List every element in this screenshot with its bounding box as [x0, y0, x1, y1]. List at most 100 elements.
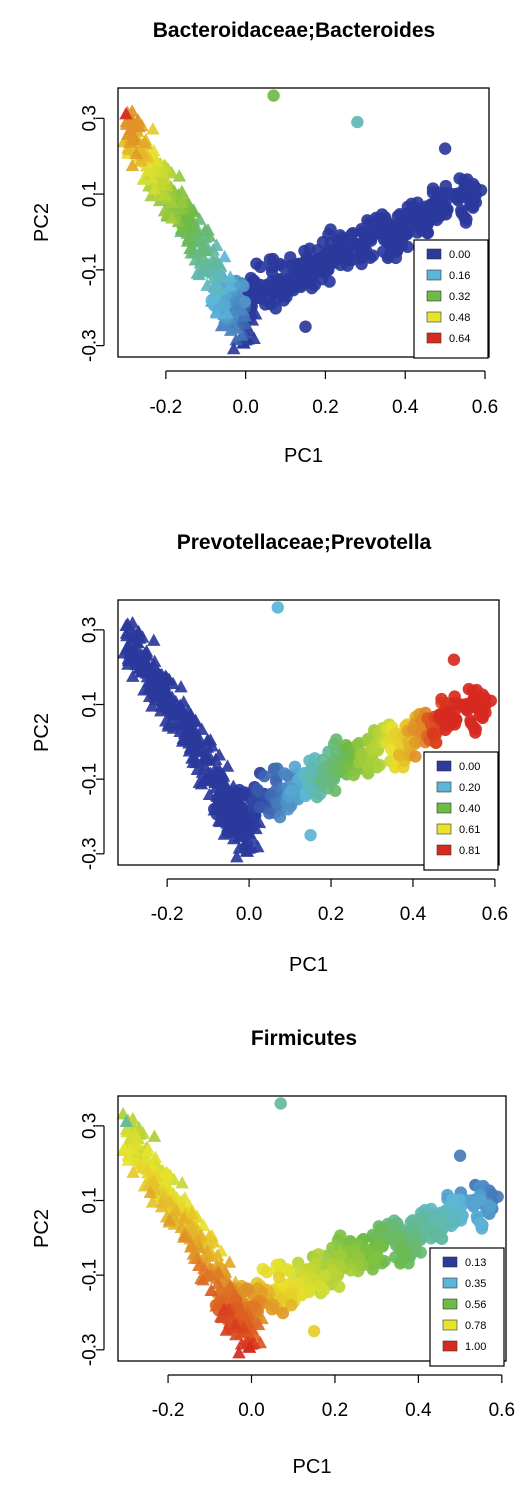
sample-point [198, 772, 213, 785]
sample-point [222, 1255, 237, 1268]
sample-point [147, 659, 161, 672]
legend-label: 0.35 [465, 1278, 486, 1290]
sample-point [238, 839, 253, 853]
sample-point [273, 810, 287, 824]
sample-point [147, 671, 161, 685]
sample-point [318, 1269, 331, 1282]
sample-point [229, 1327, 243, 1341]
sample-point [458, 210, 471, 224]
sample-point [211, 800, 224, 813]
sample-point [133, 660, 147, 674]
sample-point [174, 706, 188, 719]
sample-point [244, 271, 258, 285]
sample-point [323, 275, 336, 288]
sample-point [171, 214, 186, 228]
sample-point [239, 825, 254, 838]
sample-point [204, 1283, 218, 1296]
sample-point [119, 117, 134, 130]
sample-point [381, 251, 395, 265]
sample-point [237, 279, 250, 293]
y-tick-label: 0.1 [80, 691, 101, 717]
sample-point [298, 244, 311, 258]
highlight-point [299, 320, 312, 333]
sample-point [265, 1302, 279, 1316]
panel-prevotella: Prevotellaceae;Prevotella -0.2 0.0 0.2 0.4 0.… [0, 496, 522, 991]
sample-point [120, 628, 134, 642]
x-axis-label: PC1 [284, 445, 323, 467]
sample-point [276, 1306, 290, 1320]
sample-point [217, 249, 232, 263]
sample-point [213, 282, 227, 295]
sample-point [146, 143, 161, 156]
sample-point [408, 1236, 422, 1249]
sample-point [319, 247, 333, 260]
legend-label: 0.16 [449, 270, 470, 282]
sample-point [223, 278, 238, 291]
sample-point [145, 699, 159, 712]
y-tick-label: -0.3 [80, 837, 101, 870]
sample-point [227, 821, 240, 834]
legend-swatch [436, 760, 452, 772]
sample-point [209, 780, 223, 794]
legend-label: 0.81 [459, 845, 480, 857]
legend-swatch [442, 1256, 458, 1268]
sample-point [175, 195, 189, 208]
legend-swatch [442, 1340, 458, 1352]
x-tick-label: 0.2 [312, 397, 338, 418]
sample-point [385, 239, 398, 252]
sample-point [329, 784, 342, 797]
sample-point [141, 1144, 155, 1157]
x-tick-label: 0.0 [232, 397, 258, 418]
sample-point [251, 783, 264, 796]
x-tick-label: -0.2 [152, 1400, 185, 1421]
y-axis-label: PC2 [31, 1209, 53, 1248]
sample-point [165, 696, 179, 709]
sample-point [461, 191, 474, 205]
y-tick-label: -0.1 [80, 1259, 101, 1292]
sample-point [414, 1246, 427, 1259]
sample-point [333, 229, 347, 242]
chart-prevotella-points [117, 601, 498, 863]
sample-point [210, 306, 225, 319]
sample-point [361, 214, 374, 227]
legend-box [429, 1247, 505, 1367]
sample-point [434, 198, 447, 212]
chart-prevotella-title: Prevotellaceae;Prevotella [177, 531, 432, 554]
sample-point [265, 260, 279, 274]
sample-point [246, 832, 260, 845]
y-tick-label: 0.3 [80, 617, 101, 643]
chart-bacteroides: Bacteroidaceae;Bacteroides -0.2 0.0 0.2 0.4 0… [31, 19, 498, 467]
y-tick-label: -0.1 [80, 253, 101, 286]
sample-point [137, 135, 152, 148]
legend-swatch [436, 802, 452, 814]
sample-point [174, 679, 188, 693]
highlight-point [491, 1190, 504, 1203]
sample-point [409, 735, 422, 749]
sample-point [229, 321, 243, 334]
sample-point [474, 1193, 487, 1206]
sample-point [219, 1323, 234, 1336]
chart-firmicutes-legend: 0.13 0.35 0.56 0.78 1.00 [429, 1247, 505, 1367]
x-tick-label: 0.2 [322, 1400, 348, 1421]
sample-point [202, 1236, 216, 1249]
sample-point [128, 1126, 142, 1140]
legend-swatch [426, 332, 442, 344]
sample-point [251, 1317, 266, 1331]
sample-point [181, 232, 196, 245]
y-tick-label: -0.1 [80, 763, 101, 796]
sample-point [155, 1195, 169, 1208]
sample-point [190, 762, 205, 775]
x-axis-label: PC1 [293, 1456, 332, 1478]
legend-box [413, 239, 489, 359]
y-tick-label: -0.3 [80, 1333, 101, 1366]
sample-point [426, 1225, 439, 1239]
sample-point [183, 742, 198, 755]
x-tick-label: 0.4 [392, 397, 419, 418]
sample-point [145, 1195, 160, 1208]
sample-point [470, 701, 484, 715]
legend-label: 0.32 [449, 291, 470, 303]
sample-point [147, 182, 162, 195]
x-tick-label: 0.2 [318, 904, 344, 925]
sample-point [296, 265, 309, 279]
sample-point [144, 188, 158, 202]
